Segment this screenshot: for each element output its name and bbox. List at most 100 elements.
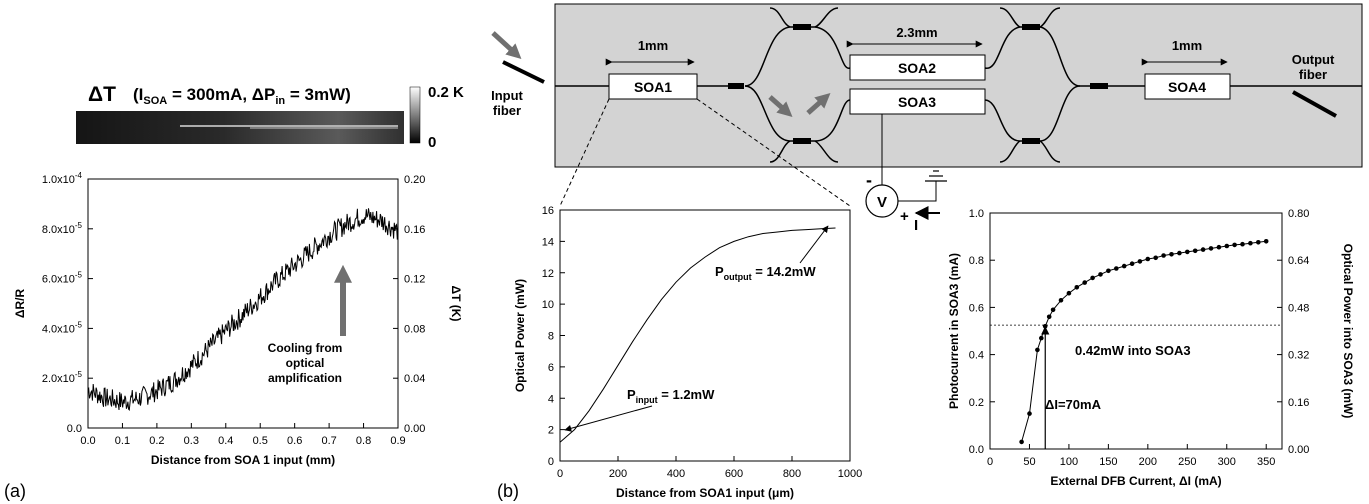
x-tick-label: 0.7: [321, 435, 336, 447]
optical-power-chart: 0 200 400 600 800 1000 0 2 4 6 8 10 12 14 16 Distance f…: [513, 205, 862, 500]
zoom-line-right: [696, 98, 851, 207]
y-tick-label: 6: [548, 362, 554, 374]
y-tick-label: 0.0: [969, 444, 984, 456]
colorbar-max-label: 0.2 K: [428, 84, 464, 101]
dim-soa23-label: 2.3mm: [896, 25, 937, 40]
delta-i-annotation: ΔI=70mA: [1045, 397, 1102, 412]
photocurrent-point: [1129, 261, 1135, 267]
input-fiber-label-2: fiber: [493, 103, 521, 118]
y-tick-label: 0.0: [67, 423, 82, 435]
x-tick-label: 0.4: [218, 435, 233, 447]
photocurrent-chart: 0 50 100 150 200 250 300 350 0.0 0.2 0.4 0.6 0.8 1.0 0…: [947, 208, 1355, 488]
photocurrent-point: [1263, 239, 1269, 244]
x-tick-label: 50: [1023, 456, 1035, 468]
y-tick-label: 1.0x10-4: [42, 171, 83, 186]
soa3-label: SOA3: [898, 94, 936, 110]
voltmeter-plus: +: [900, 208, 909, 225]
coupler-5: [1022, 138, 1040, 144]
soa4-label: SOA4: [1168, 79, 1206, 95]
y-tick-label: 4.0x10-5: [42, 320, 83, 335]
x-tick-label: 200: [609, 468, 627, 480]
threshold-annotation: 0.42mW into SOA3: [1075, 343, 1191, 358]
y-right-tick-label: 0.12: [404, 274, 425, 286]
photocurrent-point: [1248, 240, 1253, 246]
coupler-4: [1022, 24, 1040, 30]
x-tick-label: 150: [1099, 456, 1117, 468]
photocurrent-point: [1192, 248, 1198, 254]
output-fiber-label-1: Output: [1292, 52, 1335, 67]
y-tick-label: 0.8: [969, 255, 984, 267]
x-tick-label: 300: [1218, 456, 1236, 468]
photocurrent-series-line: [1021, 240, 1267, 443]
dim-soa1-label: 1mm: [638, 38, 668, 53]
light-arrow-2: [806, 93, 831, 115]
coupler-1: [728, 83, 744, 89]
current-label: I: [914, 217, 918, 234]
device-schematic: SOA1 SOA2 SOA3 SOA4 1mm 2.3mm 1mm Input …: [491, 3, 1363, 234]
y-tick-label: 2: [548, 425, 554, 437]
x-tick-label: 0.2: [149, 435, 164, 447]
photocurrent-point: [1161, 253, 1166, 258]
y-right-tick-label: 0.08: [404, 323, 425, 335]
y-tick-label: 10: [542, 299, 554, 311]
x-tick-label: 800: [783, 468, 801, 480]
y-right-tick-label: 0.80: [1288, 208, 1309, 220]
y-right-tick-label: 0.48: [1288, 302, 1309, 314]
y-right-tick-label: 0.00: [404, 423, 425, 435]
photocurrent-point: [1137, 259, 1143, 264]
photocurrent-point: [1121, 263, 1127, 269]
y-tick-label: 8: [548, 331, 554, 343]
x-tick-label: 0: [987, 456, 993, 468]
soa1-box: [608, 73, 698, 100]
x-tick-label: 0.9: [390, 435, 405, 447]
voltmeter-minus: -: [866, 170, 872, 190]
photocurrent-point: [1042, 324, 1048, 329]
coupler-2: [793, 24, 811, 30]
photocurrent-point: [1082, 280, 1087, 285]
photocurrent-point: [1208, 246, 1214, 251]
x-tick-label: 600: [725, 468, 743, 480]
photocurrent-point: [1050, 307, 1056, 313]
y-right-tick-label: 0.16: [1288, 397, 1309, 409]
soa2-box: [849, 54, 986, 81]
panel-a-label: (a): [4, 481, 26, 501]
x-tick-label: 0.6: [287, 435, 302, 447]
photocurrent-point: [1046, 314, 1052, 320]
plot-frame: [559, 209, 851, 462]
thermal-condition: (ISOA = 300mA, ΔPin = 3mW): [133, 85, 351, 107]
photocurrent-point: [1035, 347, 1040, 353]
p-input-arrow: [564, 405, 653, 432]
y-axis-title: Photocurrent in SOA3 (mA): [947, 253, 961, 409]
y-tick-label: 8.0x10-5: [42, 221, 83, 236]
photocurrent-point: [1039, 335, 1044, 341]
photocurrent-point: [1177, 250, 1182, 256]
photocurrent-point: [1232, 242, 1237, 248]
photocurrent-point: [1145, 256, 1151, 262]
y-tick-label: 0: [548, 456, 554, 468]
photocurrent-point: [1019, 439, 1024, 445]
colorbar-min-label: 0: [428, 134, 436, 151]
x-axis-title: Distance from SOA 1 input (mm): [151, 453, 335, 467]
reflectance-series-line: [87, 208, 399, 411]
y-right-tick-label: 0.64: [1288, 255, 1309, 267]
photocurrent-point: [1153, 255, 1158, 261]
photocurrent-point: [1098, 272, 1103, 277]
photocurrent-point: [1106, 268, 1111, 274]
coupler-6: [1090, 83, 1108, 89]
optical-power-series-line: [559, 227, 836, 443]
x-tick-label: 0.3: [184, 435, 199, 447]
x-tick-label: 0: [557, 468, 563, 480]
light-arrow-1: [768, 95, 793, 117]
y-axis-title: ΔR/R: [13, 289, 27, 319]
y-right-tick-label: 0.00: [1288, 444, 1309, 456]
photocurrent-point: [1200, 247, 1206, 252]
y-tick-label: 6.0x10-5: [42, 271, 83, 286]
p-output-arrow: [799, 225, 829, 264]
y-tick-label: 0.4: [969, 350, 984, 362]
output-fiber-label-2: fiber: [1299, 67, 1327, 82]
cooling-annotation-line3: amplification: [268, 371, 342, 385]
photocurrent-point: [1256, 240, 1261, 245]
y-right-tick-label: 0.16: [404, 224, 425, 236]
soa4-box: [1144, 73, 1231, 100]
